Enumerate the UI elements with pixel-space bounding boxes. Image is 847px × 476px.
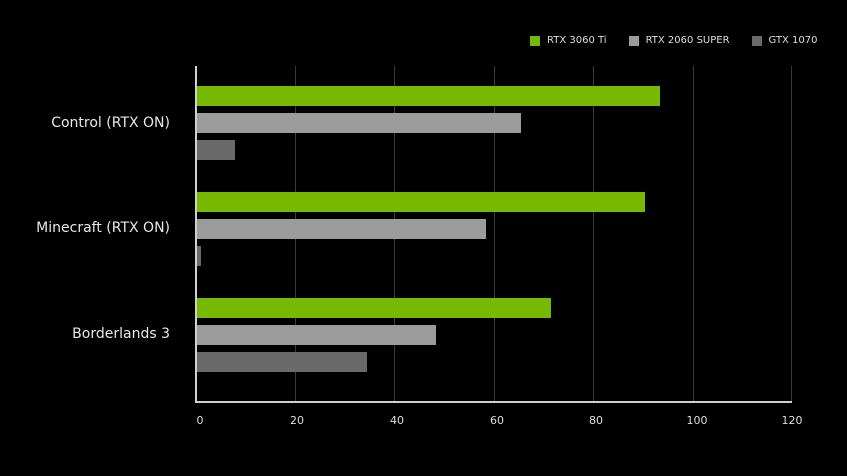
legend-item-rtx-2060-super: RTX 2060 SUPER — [628, 35, 730, 46]
bar-borderlands-rtx-3060-ti — [197, 298, 551, 318]
legend-item-rtx-3060-ti: RTX 3060 Ti — [530, 35, 607, 46]
x-tick-label: 60 — [490, 414, 504, 427]
legend-swatch — [751, 35, 762, 46]
category-label-control: Control (RTX ON) — [51, 115, 170, 131]
plot-area — [195, 66, 792, 403]
bar-control-rtx-3060-ti — [197, 86, 661, 106]
gridline — [493, 66, 495, 402]
x-tick-label: 120 — [781, 414, 803, 427]
legend-label: GTX 1070 — [768, 35, 818, 46]
bar-borderlands-rtx-2060-super — [197, 325, 437, 345]
legend-swatch — [628, 35, 639, 46]
y-axis-line — [195, 66, 197, 402]
gridline — [791, 66, 792, 402]
category-label-minecraft: Minecraft (RTX ON) — [36, 220, 170, 236]
legend-label: RTX 2060 SUPER — [645, 35, 730, 46]
x-tick-label: 20 — [290, 414, 304, 427]
legend: RTX 3060 Ti RTX 2060 SUPER GTX 1070 — [530, 35, 840, 46]
bar-control-gtx-1070 — [197, 140, 235, 160]
bar-minecraft-rtx-2060-super — [197, 219, 487, 239]
category-label-borderlands: Borderlands 3 — [72, 326, 170, 342]
bar-minecraft-rtx-3060-ti — [197, 192, 646, 212]
bar-control-rtx-2060-super — [197, 113, 521, 133]
gridline — [692, 66, 694, 402]
x-tick-label: 40 — [390, 414, 404, 427]
x-tick-label: 100 — [686, 414, 708, 427]
x-tick-label: 0 — [196, 414, 204, 427]
x-tick-label: 80 — [589, 414, 603, 427]
x-axis-line — [195, 401, 792, 403]
legend-label: RTX 3060 Ti — [547, 35, 607, 46]
legend-swatch — [530, 35, 540, 46]
bar-borderlands-gtx-1070 — [197, 352, 367, 372]
gridline — [593, 66, 594, 402]
legend-item-gtx-1070: GTX 1070 — [751, 35, 818, 46]
bar-minecraft-gtx-1070 — [197, 246, 201, 266]
